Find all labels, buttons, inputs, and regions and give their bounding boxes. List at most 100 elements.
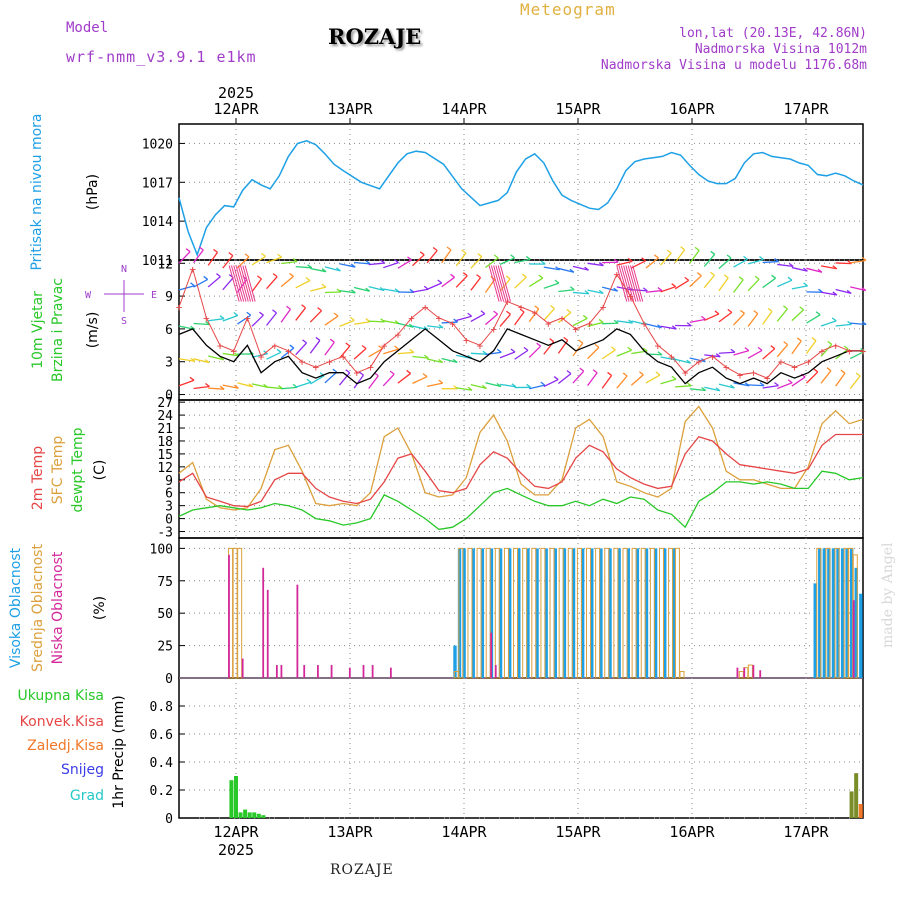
total-precip-bar bbox=[234, 776, 238, 818]
total-precip-bar bbox=[849, 791, 854, 818]
wind-gust-marker: + bbox=[312, 361, 319, 374]
wind-arrowhead bbox=[234, 384, 239, 389]
wind-arrow bbox=[762, 348, 776, 360]
high-cloud-bar bbox=[635, 548, 640, 678]
wind-arrowhead bbox=[787, 379, 793, 384]
precip-legend-item: Konvek.Kisa bbox=[20, 714, 104, 730]
wind-arrow bbox=[397, 351, 414, 355]
top-year-label: 2025 bbox=[218, 84, 254, 102]
wind-arrow bbox=[601, 349, 616, 360]
y-tick-label: 24 bbox=[157, 409, 173, 424]
wind-burst bbox=[488, 265, 500, 302]
wind-arrow bbox=[353, 286, 370, 292]
wind-arrow bbox=[689, 388, 706, 392]
y-tick-label: 1014 bbox=[142, 215, 173, 230]
wind-gust-marker: + bbox=[340, 350, 347, 363]
wind-arrow bbox=[281, 261, 298, 265]
wind-arrow bbox=[236, 256, 250, 269]
wind-gust-marker: + bbox=[326, 356, 333, 369]
wind-arrow bbox=[718, 277, 729, 292]
wind-arrowhead bbox=[855, 372, 861, 377]
wind-gust-marker: + bbox=[778, 356, 785, 369]
wind-gust-marker: + bbox=[791, 361, 798, 374]
low-cloud-bar bbox=[275, 665, 278, 678]
wind-gust-marker: + bbox=[682, 367, 689, 380]
wind-burst bbox=[497, 265, 509, 302]
wind-arrowhead bbox=[671, 375, 677, 380]
wind-arrowhead bbox=[847, 320, 852, 325]
wind-arrow bbox=[616, 260, 633, 266]
wind-arrow bbox=[193, 358, 210, 364]
wind-arrow bbox=[339, 290, 356, 294]
high-cloud-bar bbox=[544, 548, 548, 678]
mid-cloud-bar bbox=[848, 547, 854, 679]
wind-arrow bbox=[383, 320, 400, 325]
wind-arrowhead bbox=[770, 345, 776, 350]
wind-burst bbox=[237, 265, 249, 302]
wind-arrow bbox=[266, 386, 283, 390]
wind-arrow bbox=[266, 256, 282, 264]
wind-burst bbox=[627, 265, 639, 302]
wind-unit-label: (m/s) bbox=[85, 312, 101, 349]
wind-burst bbox=[242, 265, 254, 302]
model-name: wrf-nmm_v3.9.1 e1km bbox=[66, 48, 257, 66]
high-cloud-bar bbox=[535, 548, 539, 678]
wind-arrow bbox=[572, 370, 585, 384]
wind-arrow bbox=[558, 267, 575, 273]
wind-arrow bbox=[747, 313, 759, 327]
y-tick-label: 27 bbox=[157, 396, 173, 411]
wind-burst bbox=[629, 265, 641, 302]
wind-arrow bbox=[835, 262, 852, 265]
wind-arrow bbox=[514, 349, 529, 360]
wind-arrow bbox=[324, 266, 341, 272]
wind-arrowhead bbox=[767, 307, 773, 312]
wind-arrowhead bbox=[480, 310, 486, 315]
wind-arrowhead bbox=[654, 254, 659, 259]
y-tick-label: 21 bbox=[157, 422, 173, 437]
wind-gust-marker: + bbox=[572, 323, 579, 336]
wind-arrowhead bbox=[569, 268, 575, 273]
high-cloud-bar bbox=[653, 548, 658, 678]
wind-arrow bbox=[207, 251, 219, 266]
high-cloud-bar bbox=[508, 548, 512, 678]
wind-arrowhead bbox=[198, 246, 204, 251]
wind-arrowhead bbox=[613, 287, 619, 292]
high-cloud-bar bbox=[626, 548, 630, 678]
wind-arrow bbox=[805, 340, 817, 354]
wind-arrowhead bbox=[350, 289, 356, 294]
wind-arrow bbox=[455, 275, 468, 288]
low-cloud-bar bbox=[296, 584, 299, 678]
wind-arrowhead bbox=[714, 310, 720, 315]
y-tick-label: 6 bbox=[165, 323, 173, 338]
wind-arrowhead bbox=[205, 382, 210, 388]
wind-burst bbox=[625, 265, 637, 302]
wind-arrow bbox=[412, 288, 429, 293]
low-cloud-bar bbox=[759, 670, 762, 678]
wind-arrowhead bbox=[827, 340, 833, 345]
y-tick-label: 1011 bbox=[142, 254, 173, 269]
wind-arrowhead bbox=[657, 287, 663, 292]
low-cloud-bar bbox=[303, 665, 306, 678]
high-cloud-bar bbox=[489, 548, 494, 678]
wind-arrow bbox=[660, 286, 676, 293]
y-tick-label: 15 bbox=[157, 448, 173, 463]
wind-arrowhead bbox=[694, 246, 700, 251]
wind-arrow bbox=[733, 312, 745, 326]
wind-arrowhead bbox=[389, 370, 395, 375]
wind-arrowhead bbox=[467, 312, 473, 317]
high-cloud-bar bbox=[663, 548, 667, 678]
wind-arrowhead bbox=[569, 286, 575, 291]
low-cloud-bar bbox=[266, 589, 269, 678]
precip-legend-item: Grad bbox=[70, 788, 104, 804]
wind-arrowhead bbox=[321, 268, 327, 273]
footer-station: ROZAJE bbox=[330, 862, 394, 878]
wind-arrow bbox=[251, 278, 262, 293]
high-cloud-bar bbox=[553, 548, 557, 678]
wind-arrowhead bbox=[818, 288, 823, 293]
wind-arrowhead bbox=[666, 249, 672, 254]
wind-arrowhead bbox=[861, 320, 867, 326]
wind-gust-marker: + bbox=[586, 317, 593, 330]
wind-arrowhead bbox=[292, 258, 298, 263]
bottom-day-label: 14APR bbox=[441, 823, 487, 841]
